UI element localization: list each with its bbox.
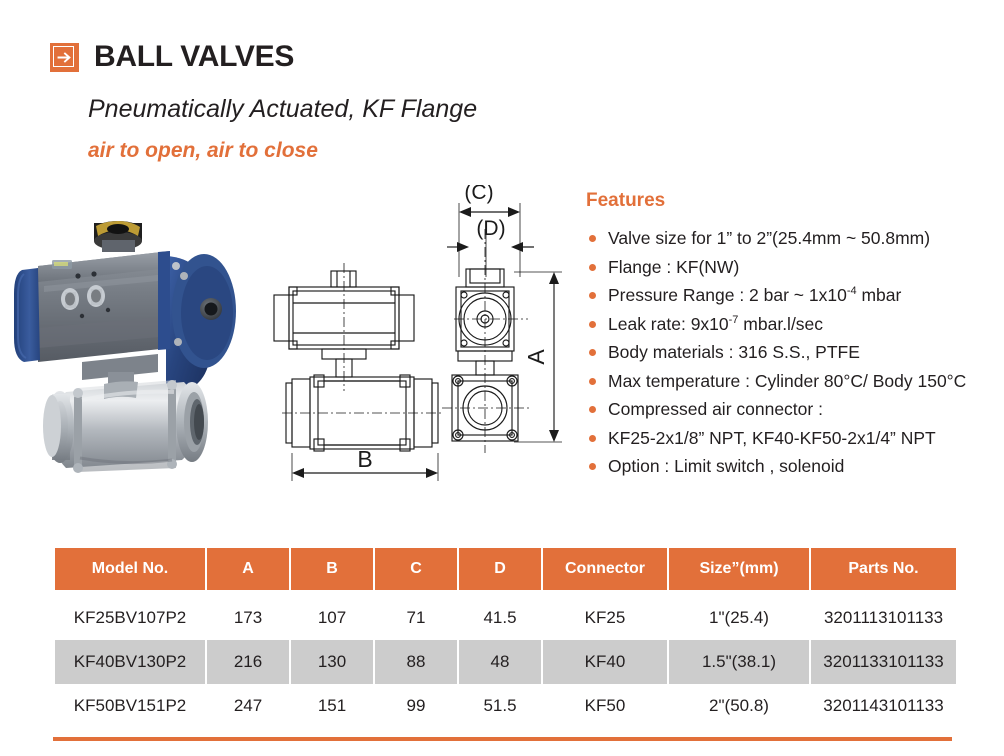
cell-connector: KF25: [543, 596, 667, 640]
bullet-icon: [589, 235, 596, 242]
dimension-label-c: (C): [464, 185, 493, 204]
cell-a: 216: [207, 640, 289, 684]
page-subtitle: Pneumatically Actuated, KF Flange: [88, 95, 478, 123]
page-header: BALL VALVES Pneumatically Actuated, KF F…: [0, 0, 1004, 180]
bullet-icon: [589, 292, 596, 299]
cell-model: KF40BV130P2: [55, 640, 205, 684]
cell-d: 48: [459, 640, 541, 684]
dimension-b: [291, 453, 439, 481]
cell-d: 51.5: [459, 684, 541, 728]
cell-model: KF50BV151P2: [55, 684, 205, 728]
product-photo: [8, 196, 258, 486]
cell-b: 151: [291, 684, 373, 728]
cell-size: 2"(50.8): [669, 684, 809, 728]
spec-table-container: Model No. A B C D Connector Size”(mm) Pa…: [53, 548, 956, 728]
column-header-b: B: [291, 548, 373, 590]
feature-item: Flange : KF(NW): [586, 253, 1004, 282]
page-tagline: air to open, air to close: [88, 139, 318, 162]
table-spacer: [55, 590, 956, 596]
feature-item: Body materials : 316 S.S., PTFE: [586, 338, 1004, 367]
dimension-label-b: B: [357, 446, 372, 472]
column-header-size: Size”(mm): [669, 548, 809, 590]
bullet-icon: [589, 434, 596, 442]
cell-parts: 3201143101133: [811, 684, 956, 728]
bullet-icon: [589, 320, 596, 328]
bullet-icon: [589, 377, 596, 385]
cell-a: 247: [207, 684, 289, 728]
table-header-row: Model No. A B C D Connector Size”(mm) Pa…: [55, 548, 956, 590]
technical-drawings: (C) (D) B A: [258, 181, 583, 485]
cell-c: 88: [375, 640, 457, 684]
feature-item: Option : Limit switch , solenoid: [586, 452, 1004, 481]
column-header-a: A: [207, 548, 289, 590]
bullet-icon: [589, 349, 596, 356]
arrow-right-icon: [50, 42, 79, 72]
dimension-label-d: (D): [476, 217, 505, 240]
bullet-icon: [589, 463, 596, 470]
cell-c: 99: [375, 684, 457, 728]
column-header-parts: Parts No.: [811, 548, 956, 590]
cell-a: 173: [207, 596, 289, 640]
page-title: BALL VALVES: [94, 40, 295, 73]
table-row: KF25BV107P2 173 107 71 41.5 KF25 1"(25.4…: [55, 596, 956, 640]
feature-item: Max temperature : Cylinder 80°C/ Body 15…: [586, 367, 1004, 396]
bullet-icon: [589, 406, 596, 413]
cell-b: 130: [291, 640, 373, 684]
cell-size: 1.5"(38.1): [669, 640, 809, 684]
features-section: Features Valve size for 1” to 2”(25.4mm …: [586, 190, 1004, 481]
cell-c: 71: [375, 596, 457, 640]
feature-item: Leak rate: 9x10-7 mbar.l/sec: [586, 310, 1004, 339]
title-row: BALL VALVES: [50, 40, 294, 74]
feature-item: KF25-2x1/8” NPT, KF40-KF50-2x1/4” NPT: [586, 424, 1004, 453]
feature-item: Valve size for 1” to 2”(25.4mm ~ 50.8mm): [586, 224, 1004, 253]
column-header-d: D: [459, 548, 541, 590]
cell-parts: 3201133101133: [811, 640, 956, 684]
cell-size: 1"(25.4): [669, 596, 809, 640]
drawing-side-view: [273, 263, 444, 452]
dimension-label-a: A: [523, 349, 549, 365]
bullet-icon: [589, 263, 596, 271]
cell-connector: KF50: [543, 684, 667, 728]
cell-connector: KF40: [543, 640, 667, 684]
column-header-model: Model No.: [55, 548, 205, 590]
table-bottom-rule: [53, 737, 952, 741]
drawing-end-view: [442, 203, 534, 453]
features-list: Valve size for 1” to 2”(25.4mm ~ 50.8mm)…: [586, 224, 1004, 481]
feature-item: Compressed air connector :: [586, 395, 1004, 424]
feature-item: Pressure Range : 2 bar ~ 1x10-4 mbar: [586, 281, 1004, 310]
cell-b: 107: [291, 596, 373, 640]
column-header-connector: Connector: [543, 548, 667, 590]
spec-table: Model No. A B C D Connector Size”(mm) Pa…: [53, 548, 958, 728]
cell-model: KF25BV107P2: [55, 596, 205, 640]
features-heading: Features: [586, 190, 666, 211]
table-row: KF40BV130P2 216 130 88 48 KF40 1.5"(38.1…: [55, 640, 956, 684]
dimension-a: [514, 271, 562, 443]
cell-parts: 3201113101133: [811, 596, 956, 640]
column-header-c: C: [375, 548, 457, 590]
cell-d: 41.5: [459, 596, 541, 640]
table-row: KF50BV151P2 247 151 99 51.5 KF50 2"(50.8…: [55, 684, 956, 728]
